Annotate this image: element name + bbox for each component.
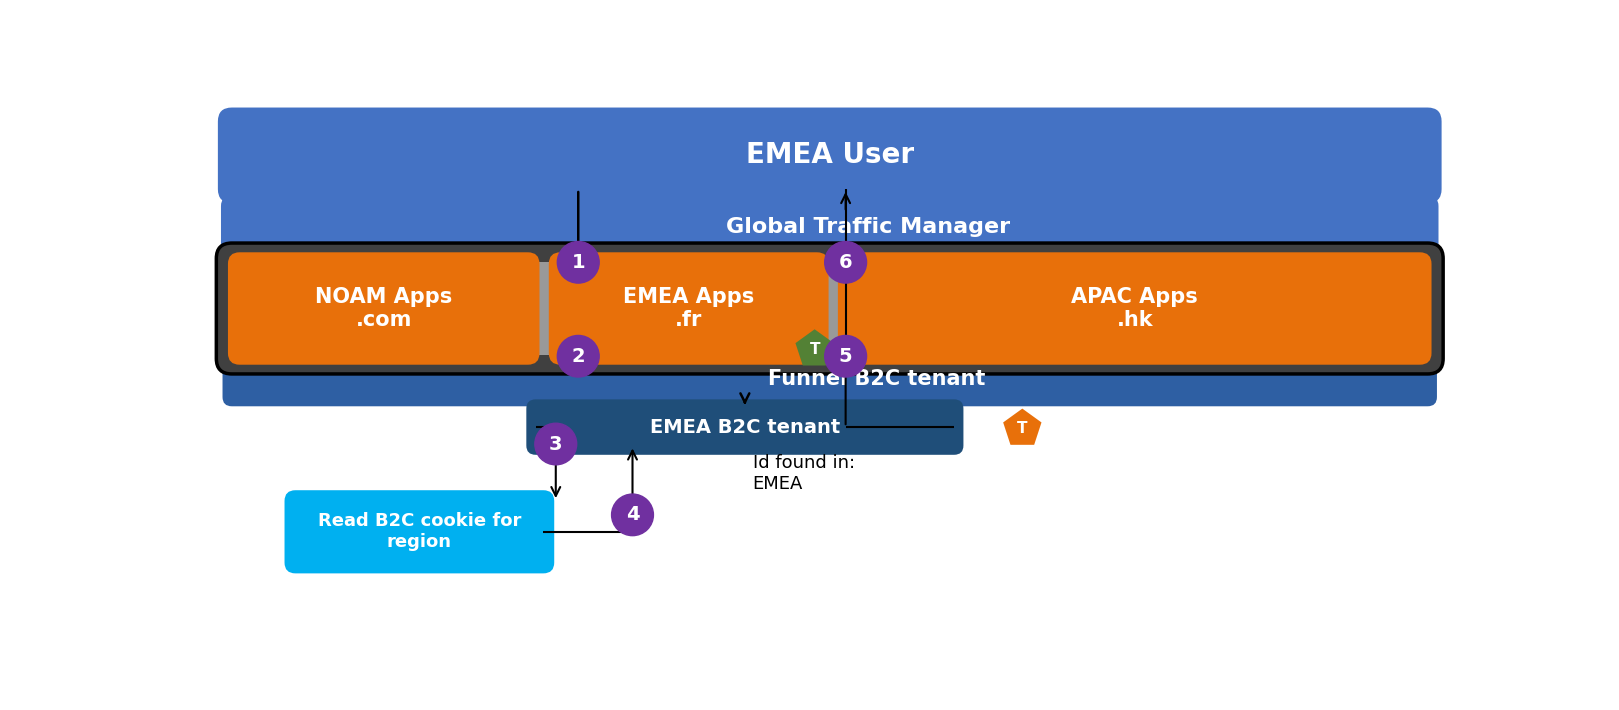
Text: EMEA B2C tenant: EMEA B2C tenant <box>649 417 840 437</box>
FancyBboxPatch shape <box>217 243 1443 374</box>
Text: NOAM Apps
.com: NOAM Apps .com <box>316 287 452 330</box>
FancyBboxPatch shape <box>839 252 1431 365</box>
Text: EMEA User: EMEA User <box>746 141 913 169</box>
FancyBboxPatch shape <box>222 351 1438 406</box>
Circle shape <box>557 241 599 283</box>
Circle shape <box>534 423 576 465</box>
FancyBboxPatch shape <box>285 490 554 574</box>
Circle shape <box>557 335 599 377</box>
FancyBboxPatch shape <box>220 195 1439 259</box>
Text: Global Traffic Manager: Global Traffic Manager <box>727 217 1010 237</box>
Text: 2: 2 <box>572 346 584 366</box>
Text: Read B2C cookie for
region: Read B2C cookie for region <box>317 513 521 551</box>
Bar <box>818 262 850 355</box>
Circle shape <box>612 494 654 535</box>
FancyBboxPatch shape <box>219 107 1441 203</box>
Text: Funnel B2C tenant: Funnel B2C tenant <box>767 368 984 388</box>
Bar <box>528 262 560 355</box>
Text: T: T <box>1017 421 1028 436</box>
Polygon shape <box>795 329 834 366</box>
Text: T: T <box>810 342 819 357</box>
Text: EMEA Apps
.fr: EMEA Apps .fr <box>623 287 754 330</box>
Text: 4: 4 <box>625 506 640 525</box>
FancyBboxPatch shape <box>549 252 829 365</box>
Text: APAC Apps
.hk: APAC Apps .hk <box>1072 287 1198 330</box>
FancyBboxPatch shape <box>526 399 963 455</box>
Polygon shape <box>1004 408 1041 445</box>
Text: 5: 5 <box>839 346 853 366</box>
Text: 6: 6 <box>839 253 853 272</box>
FancyBboxPatch shape <box>228 252 539 365</box>
Circle shape <box>824 241 866 283</box>
Text: 3: 3 <box>549 435 562 454</box>
Circle shape <box>824 335 866 377</box>
Text: Id found in:
EMEA: Id found in: EMEA <box>753 454 855 493</box>
Text: 1: 1 <box>572 253 584 272</box>
